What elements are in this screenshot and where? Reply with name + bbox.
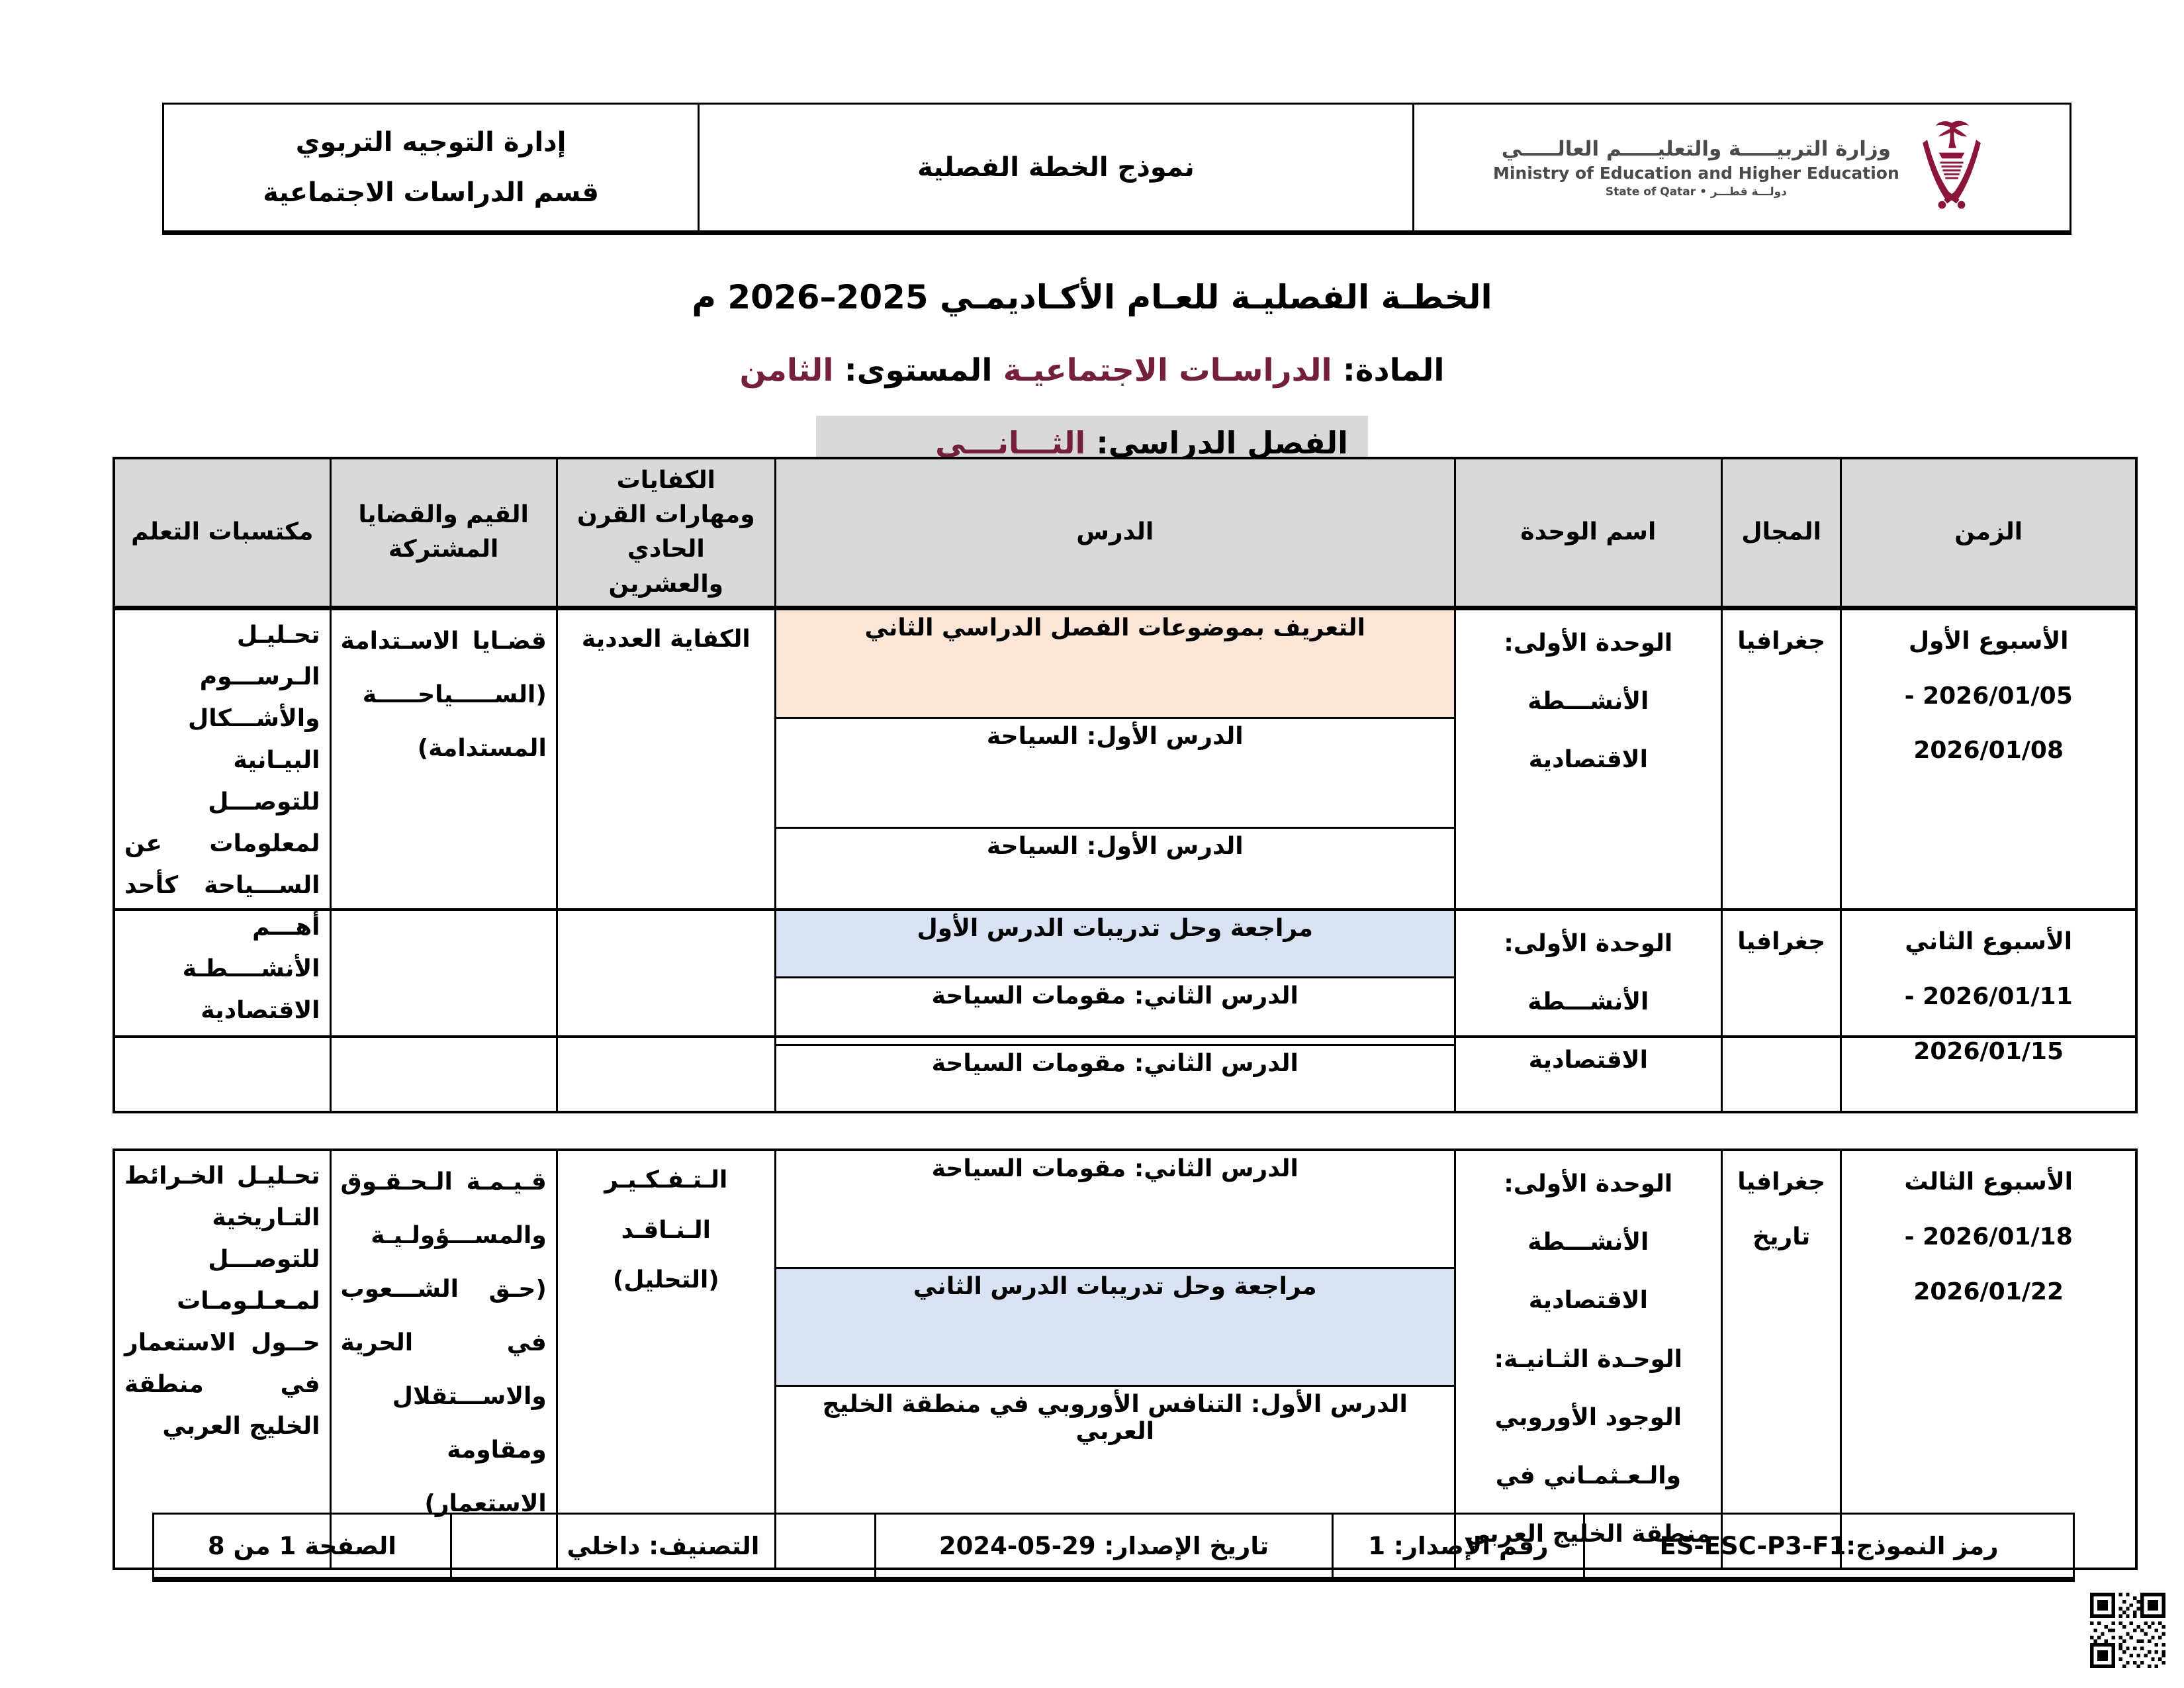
ministry-name-arabic: وزارة التربيـــــة والتعليـــــم العالــ… [1501,136,1891,161]
week-date-end: 2026/01/08 [1913,737,2064,765]
qatar-emblem-icon [1922,120,1981,209]
col-header-unit: اسم الوحدة [1453,457,1723,610]
ministry-logo: وزارة التربيـــــة والتعليـــــم العالــ… [1412,105,2070,230]
ministry-logo-text: وزارة التربيـــــة والتعليـــــم العالــ… [1493,137,1899,199]
week3-values-cell: قـيـمـة الـحـقـوق والمســـؤولـيـة (حـق ا… [329,1149,558,1570]
form-title: نموذج الخطة الفصلية [917,152,1195,183]
field-geography: جغرافيا [1737,928,1826,955]
week1-table: الزمن المجال اسم الوحدة الدرس الكفايات و… [113,457,2138,1038]
level-value: الثامن [739,352,834,389]
week2-time-cell: الأسبوع الثاني 2026/01/11 - 2026/01/15 [1840,908,2138,1113]
footer-issue-number: رقم الإصدار: 1 [1331,1513,1586,1582]
week-label: الأسبوع الثاني [1905,928,2073,955]
qr-code-icon [2090,1593,2165,1668]
field-history: تاريخ [1752,1223,1811,1250]
table-header-row: الزمن المجال اسم الوحدة الدرس الكفايات و… [113,457,2138,610]
week3-outcomes-cell: تحـليـل الخـرائط التـاريخية للتوصـــل لم… [113,1149,332,1570]
field-geography: جغرافيا [1737,1168,1826,1196]
header-box: وزارة التربيـــــة والتعليـــــم العالــ… [162,103,2071,235]
col-header-time: الزمن [1840,457,2138,610]
week3-lesson1-cell: الدرس الثاني: مقومات السياحة [774,1149,1456,1269]
week2-row1: الأسبوع الثاني 2026/01/11 - 2026/01/15 ج… [113,908,2138,1113]
col-header-lesson: الدرس [774,457,1456,610]
page-title: الخطـة الفصليـة للعـام الأكـاديمـي 2025–… [692,278,1492,316]
footer-row: رمز النموذج:ES-ESC-P3-F1 رقم الإصدار: 1 … [152,1513,2075,1582]
week2-skills-cell [555,908,776,1113]
week1-row1: الأسبوع الأول 2026/01/05 - 2026/01/08 جغ… [113,606,2138,1038]
week3-table: الأسبوع الثالث 2026/01/18 - 2026/01/22 ج… [113,1149,2138,1571]
week1-lesson2-cell: الدرس الأول: السياحة [774,716,1456,829]
subject-label: المادة: [1332,352,1445,389]
unit-name: الوحدة الأولى: الأنشـــطة الاقتصادية [1504,930,1673,1074]
subject-level-line: المادة: الدراسـات الاجتماعيـة المستوى: ا… [0,352,2184,389]
week1-row2: الدرس الأول: السياحة [114,716,2136,829]
ministry-name-english: Ministry of Education and Higher Educati… [1492,163,1899,183]
field-geography: جغرافيا [1737,627,1826,655]
footer-table: رمز النموذج:ES-ESC-P3-F1 رقم الإصدار: 1 … [152,1513,2075,1582]
col-header-outcomes: مكتسبات التعلم [113,457,332,610]
week2-lesson1-cell: مراجعة وحل تدريبات الدرس الأول [774,908,1456,978]
week2-lesson2-cell: الدرس الثاني: مقومات السياحة [774,976,1456,1046]
week2-table: الأسبوع الثاني 2026/01/11 - 2026/01/15 ج… [113,908,2138,1113]
week3-skills-cell: الـتـفـكـيـر الـنـاقـد (التحليل) [555,1149,776,1570]
form-title-cell: نموذج الخطة الفصلية [698,105,1412,230]
footer-issue-date: تاريخ الإصدار: 29-05-2024 [874,1513,1334,1582]
col-header-values: القيم والقضايا المشتركة [329,457,558,610]
department-line2: قسم الدراسات الاجتماعية [263,177,599,208]
week2-unit-cell: الوحدة الأولى: الأنشـــطة الاقتصادية [1453,908,1723,1113]
col-header-field: المجال [1721,457,1843,610]
department-line1: إدارة التوجيه التربوي [295,127,567,158]
state-of-qatar-label: دولـــة قطـــر • State of Qatar [1605,185,1787,199]
week-label: الأسبوع الأول [1908,627,2069,655]
footer-form-code: رمز النموذج:ES-ESC-P3-F1 [1583,1513,2075,1582]
footer-page-number: الصفحة 1 من 8 [152,1513,452,1582]
week-date-start: 2026/01/05 - [1904,682,2073,710]
week-date-end: 2026/01/15 [1913,1037,2064,1065]
subject-value: الدراسـات الاجتماعيـة [992,352,1332,389]
week2-values-cell [329,908,558,1113]
week2-lesson3-cell: الدرس الثاني: مقومات السياحة [774,1043,1456,1113]
week1-lesson1-cell: التعريف بموضوعات الفصل الدراسي الثاني [774,606,1456,719]
unit-name: الوحدة الأولى: الأنشـــطة الاقتصادية [1504,629,1673,774]
week3-lesson2-cell: مراجعة وحل تدريبات الدرس الثاني [774,1266,1456,1387]
semester-label: الفصل الدراسي: [1085,425,1348,471]
semester-value: الثـــانـــي [862,425,1086,471]
week3-row2: مراجعة وحل تدريبات الدرس الثاني [114,1266,2136,1387]
week3-field-cell: جغرافيا تاريخ [1721,1149,1843,1570]
department-cell: إدارة التوجيه التربوي قسم الدراسات الاجت… [164,105,698,230]
footer-classification: التصنيف: داخلي [449,1513,877,1582]
unit-name-1: الوحدة الأولى: الأنشـــطة الاقتصادية [1504,1170,1673,1315]
week2-field-cell: جغرافيا [1721,908,1843,1113]
week-label: الأسبوع الثالث [1904,1168,2073,1196]
week-date-end: 2026/01/22 [1913,1278,2064,1305]
week2-row3: الدرس الثاني: مقومات السياحة [114,1043,2136,1113]
col-header-skills: الكفايات ومهارات القرن الحادي والعشرين [555,457,776,610]
week-date-start: 2026/01/18 - [1904,1223,2073,1250]
week3-row1: الأسبوع الثالث 2026/01/18 - 2026/01/22 ج… [113,1149,2138,1570]
level-label: المستوى: [833,352,993,389]
week2-outcomes-cell [113,908,332,1113]
week3-unit-cell: الوحدة الأولى: الأنشـــطة الاقتصادية الو… [1453,1149,1723,1570]
week3-time-cell: الأسبوع الثالث 2026/01/18 - 2026/01/22 [1840,1149,2138,1570]
week2-row2: الدرس الثاني: مقومات السياحة [114,976,2136,1046]
week-date-start: 2026/01/11 - [1904,982,2073,1010]
